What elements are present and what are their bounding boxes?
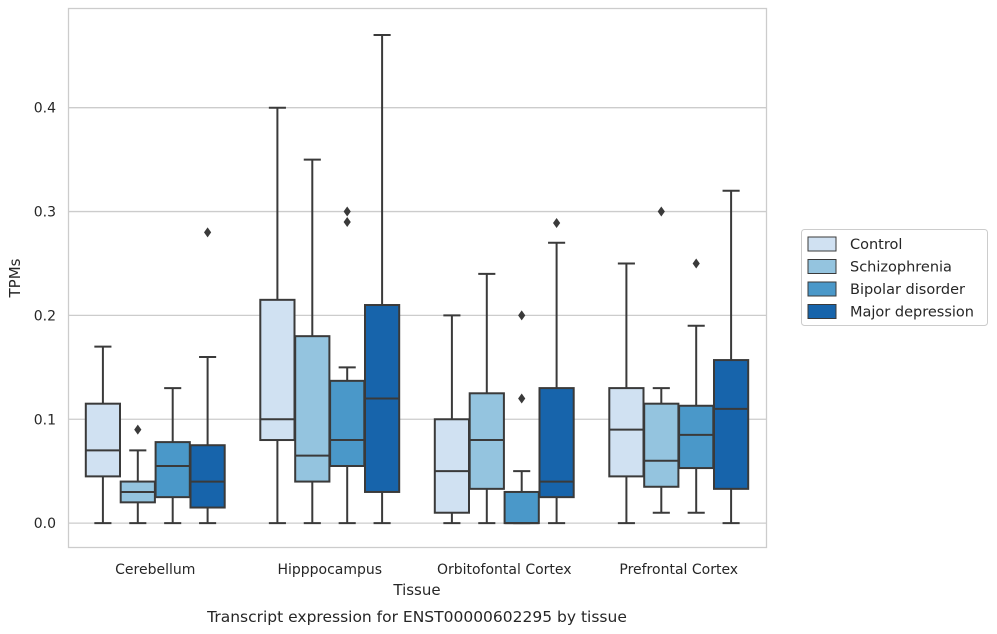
legend-label: Control xyxy=(850,237,902,253)
box-cerebellum xyxy=(119,424,156,525)
outlier-point xyxy=(657,206,665,217)
box-prefrontal-cortex xyxy=(608,262,645,525)
box-iqr xyxy=(468,392,505,490)
y-tick-label: 0.2 xyxy=(34,308,56,324)
box-cerebellum xyxy=(84,345,122,525)
outlier-point xyxy=(204,227,212,238)
box-orbitofontal-cortex xyxy=(503,310,540,525)
x-tick-label: Orbitofontal Cortex xyxy=(437,562,572,578)
box-orbitofontal-cortex xyxy=(433,314,471,525)
legend-label: Major depression xyxy=(850,305,974,321)
legend-swatch xyxy=(807,304,837,319)
box-hipppocampus xyxy=(259,106,296,525)
box-orbitofontal-cortex xyxy=(538,217,575,525)
box-iqr xyxy=(712,359,750,490)
box-iqr xyxy=(154,441,191,499)
legend-label: Schizophrenia xyxy=(850,260,952,276)
x-tick-label: Hipppocampus xyxy=(277,562,382,578)
box-cerebellum xyxy=(189,227,226,525)
box-iqr xyxy=(433,418,471,514)
y-axis-label: TPMs xyxy=(6,258,24,298)
x-axis-ticks: Cerebellum Hipppocampus Orbitofontal Corte… xyxy=(115,562,738,578)
outlier-point xyxy=(343,216,351,227)
y-tick-label: 0.4 xyxy=(34,101,56,117)
box-iqr xyxy=(329,379,366,467)
box-iqr xyxy=(503,490,540,525)
box-hipppocampus xyxy=(329,206,366,525)
legend-swatch xyxy=(807,236,837,252)
series-control xyxy=(84,106,645,525)
y-tick-label: 0.0 xyxy=(34,516,56,532)
box-iqr xyxy=(189,444,226,509)
box-plot-series xyxy=(84,34,750,525)
outlier-point xyxy=(134,424,142,435)
legend-label: Bipolar disorder xyxy=(850,282,965,298)
y-tick-label: 0.1 xyxy=(34,412,56,428)
box-cerebellum xyxy=(154,387,191,525)
box-prefrontal-cortex xyxy=(643,206,680,514)
box-prefrontal-cortex xyxy=(712,189,750,525)
x-tick-label: Prefrontal Cortex xyxy=(619,562,738,578)
box-iqr xyxy=(538,387,575,499)
y-tick-label: 0.3 xyxy=(34,205,56,221)
box-iqr xyxy=(84,402,122,478)
series-schizophrenia xyxy=(119,158,680,525)
outlier-point xyxy=(553,217,561,228)
x-axis-label: Tissue xyxy=(392,581,440,599)
outlier-point xyxy=(343,206,351,217)
legend: Control Schizophrenia Bipolar disorder Majo… xyxy=(801,229,988,326)
box-orbitofontal-cortex xyxy=(468,272,505,525)
legend-swatch xyxy=(807,281,837,297)
series-major-depression xyxy=(189,34,750,525)
box-iqr xyxy=(294,335,331,483)
box-hipppocampus xyxy=(363,34,401,525)
x-tick-label: Cerebellum xyxy=(115,562,195,578)
plot-area-frame xyxy=(67,7,768,549)
legend-swatch xyxy=(807,259,837,274)
figure-caption: Transcript expression for ENST0000060229… xyxy=(206,608,627,626)
outlier-point xyxy=(518,393,526,404)
legend-frame xyxy=(801,229,988,326)
box-iqr xyxy=(678,404,715,470)
box-iqr xyxy=(643,402,680,488)
box-hipppocampus xyxy=(294,158,331,525)
box-iqr xyxy=(608,387,645,478)
outlier-point xyxy=(518,310,526,321)
box-prefrontal-cortex xyxy=(678,258,715,514)
y-axis-ticks: 0.0 0.1 0.2 0.3 0.4 xyxy=(34,101,56,532)
outlier-point xyxy=(692,258,700,269)
